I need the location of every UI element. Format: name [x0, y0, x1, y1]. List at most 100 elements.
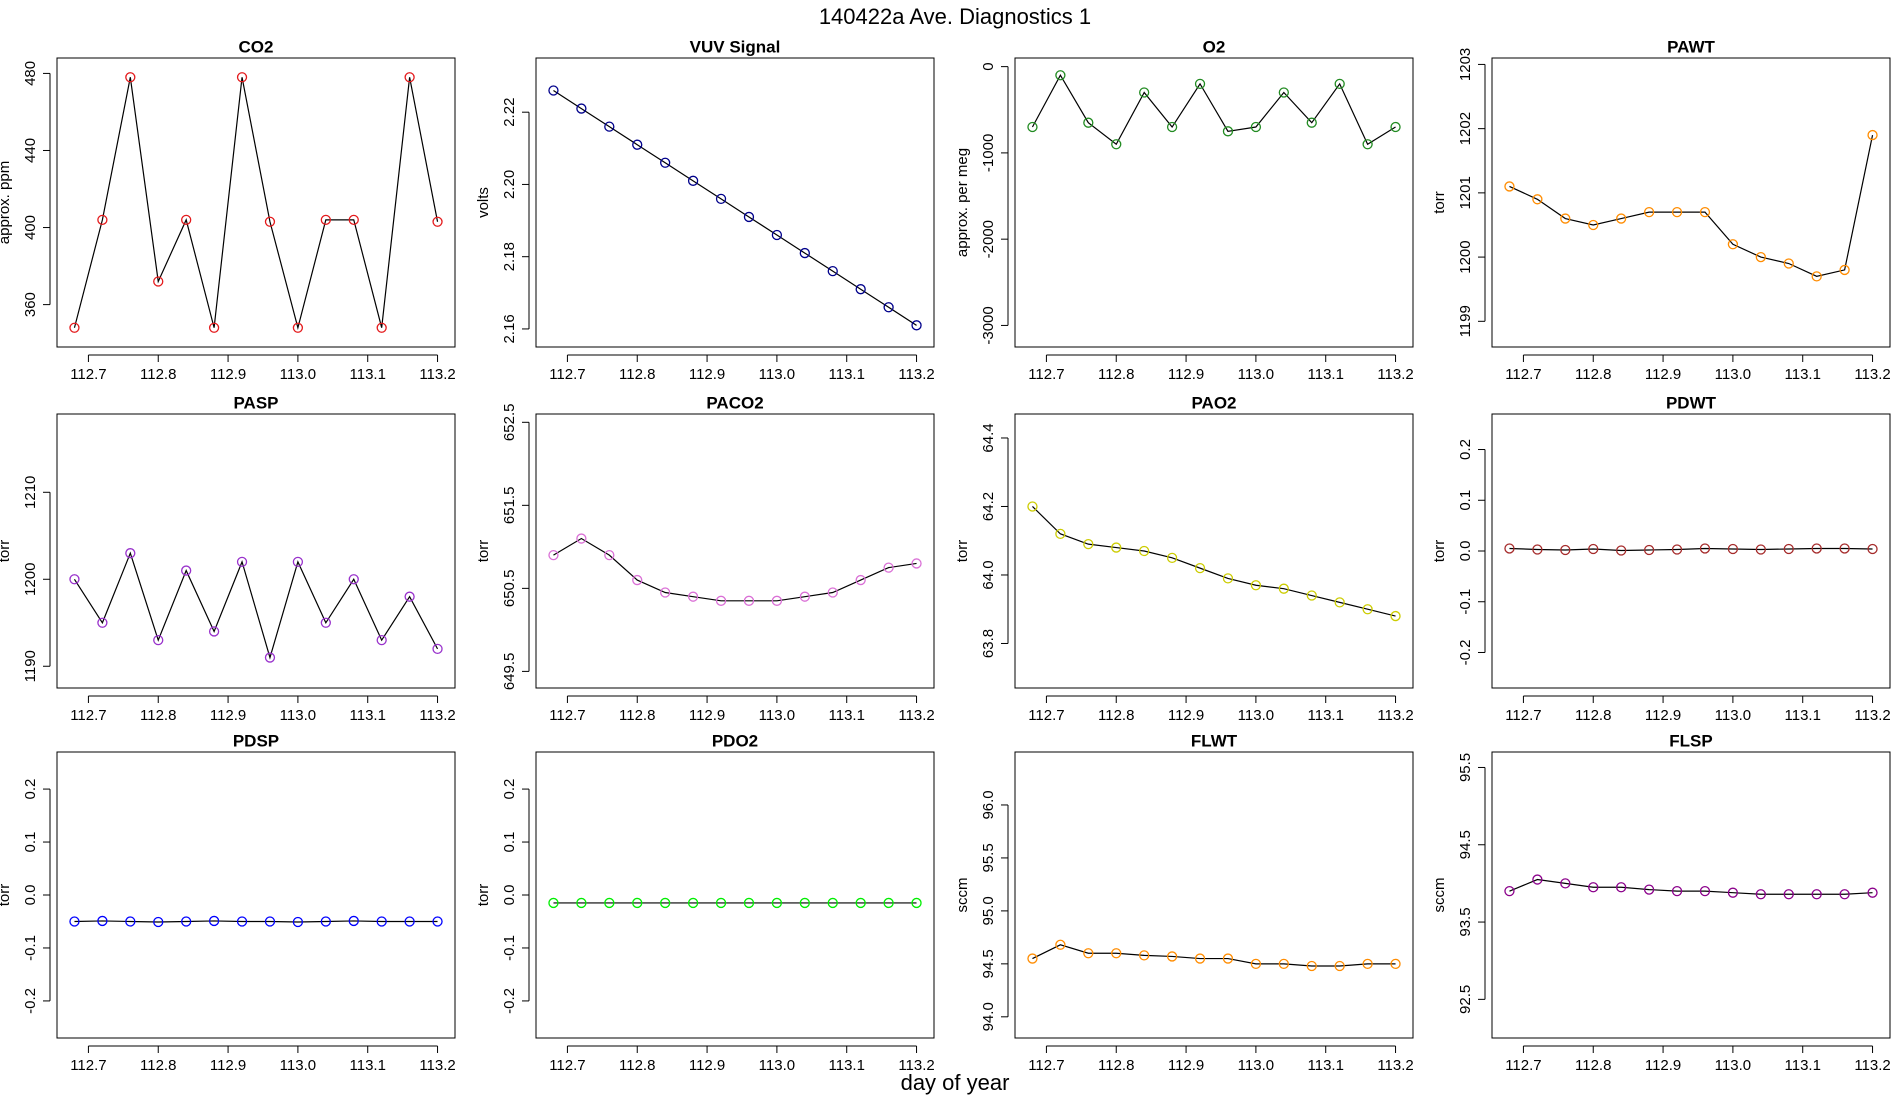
data-point: [208, 626, 220, 637]
x-tick-label: 112.8: [619, 366, 655, 383]
data-point: [827, 897, 838, 909]
data-point: [1588, 219, 1599, 231]
data-point: [320, 916, 331, 927]
data-point: [743, 897, 755, 909]
data-point: [911, 320, 922, 331]
data-point: [1755, 889, 1766, 900]
data-point: [827, 265, 838, 277]
x-tick-label: 112.7: [70, 707, 106, 724]
data-point: [883, 562, 894, 573]
data-point: [1390, 610, 1401, 622]
y-axis-label: torr: [475, 884, 492, 907]
data-point: [911, 558, 922, 569]
x-tick-label: 113.2: [1854, 1057, 1890, 1074]
x-tick-label: 113.1: [1785, 1057, 1821, 1074]
panel-title: PAO2: [1191, 393, 1236, 412]
x-tick-label: 113.2: [898, 707, 934, 724]
plot-frame: [535, 57, 935, 348]
data-point: [264, 916, 276, 927]
data-point: [1755, 251, 1766, 263]
data-point: [320, 617, 331, 628]
data-point: [97, 617, 108, 628]
data-point: [1166, 552, 1178, 563]
y-tick-label: 0.1: [1457, 490, 1474, 511]
x-tick-label: 112.7: [549, 366, 585, 383]
data-point: [799, 591, 810, 602]
data-point: [376, 635, 387, 646]
x-tick-label: 112.8: [619, 1057, 655, 1074]
data-point: [1334, 78, 1345, 90]
y-tick-label: 480: [22, 61, 39, 86]
panel-title: VUV Signal: [690, 37, 781, 56]
data-point: [883, 302, 894, 313]
y-tick-label: 95.5: [980, 843, 997, 872]
data-point: [1588, 882, 1599, 893]
data-point: [1643, 206, 1655, 218]
x-tick-label: 113.1: [350, 707, 386, 724]
data-point: [348, 214, 359, 225]
x-tick-label: 112.7: [1505, 366, 1541, 383]
x-tick-label: 112.9: [210, 1057, 246, 1074]
data-point: [1055, 70, 1066, 81]
data-point: [1111, 139, 1122, 150]
x-tick-label: 113.0: [1238, 366, 1274, 383]
y-tick-label: 649.5: [501, 653, 518, 691]
data-point: [1139, 950, 1150, 961]
data-point: [320, 214, 331, 225]
x-tick-label: 113.0: [1715, 707, 1751, 724]
data-point: [1727, 239, 1739, 250]
data-point: [548, 550, 559, 561]
x-tick-label: 112.7: [70, 1057, 106, 1074]
data-point: [181, 565, 192, 576]
data-point: [1083, 539, 1094, 550]
data-point: [715, 897, 727, 909]
data-point: [69, 574, 80, 585]
y-tick-label: 2.20: [501, 170, 518, 199]
x-tick-label: 112.7: [1505, 707, 1541, 724]
plot-frame: [1014, 57, 1414, 348]
data-point: [181, 916, 192, 927]
data-point: [1250, 958, 1262, 970]
x-tick-label: 112.7: [1028, 1057, 1064, 1074]
x-tick-label: 113.1: [350, 1057, 386, 1074]
data-point: [1643, 544, 1655, 556]
data-point: [153, 276, 164, 287]
x-tick-label: 113.2: [419, 707, 455, 724]
data-point: [1055, 939, 1066, 950]
data-point: [1671, 544, 1683, 555]
data-point: [1334, 597, 1345, 608]
data-point: [1699, 206, 1711, 218]
data-point: [771, 229, 783, 241]
y-tick-label: 1210: [22, 476, 39, 509]
data-point: [687, 591, 699, 602]
y-tick-label: 2.22: [501, 98, 518, 127]
data-point: [1616, 213, 1627, 224]
panel-title: PAWT: [1667, 37, 1715, 56]
y-tick-label: 94.5: [1457, 830, 1474, 859]
data-point: [771, 897, 783, 909]
y-tick-label: -0.1: [22, 935, 39, 961]
x-tick-label: 113.0: [280, 366, 316, 383]
data-point: [208, 322, 220, 333]
data-point: [1867, 129, 1878, 141]
data-point: [1222, 953, 1234, 964]
x-tick-label: 112.7: [1028, 366, 1064, 383]
y-tick-label: 652.5: [501, 404, 518, 442]
data-point: [576, 897, 587, 909]
data-point: [1362, 139, 1373, 150]
data-point: [1504, 885, 1515, 897]
x-tick-label: 112.8: [1098, 1057, 1134, 1074]
data-point: [264, 216, 276, 227]
data-point: [660, 157, 671, 168]
data-point: [1250, 121, 1262, 133]
data-point: [1811, 271, 1822, 282]
data-point: [1783, 543, 1794, 555]
data-point: [1278, 583, 1289, 594]
x-tick-label: 113.0: [759, 1057, 795, 1074]
data-point: [1278, 958, 1289, 970]
y-tick-label: 0: [980, 62, 997, 70]
data-point: [153, 635, 164, 646]
data-point: [799, 247, 810, 259]
data-point: [604, 121, 615, 132]
